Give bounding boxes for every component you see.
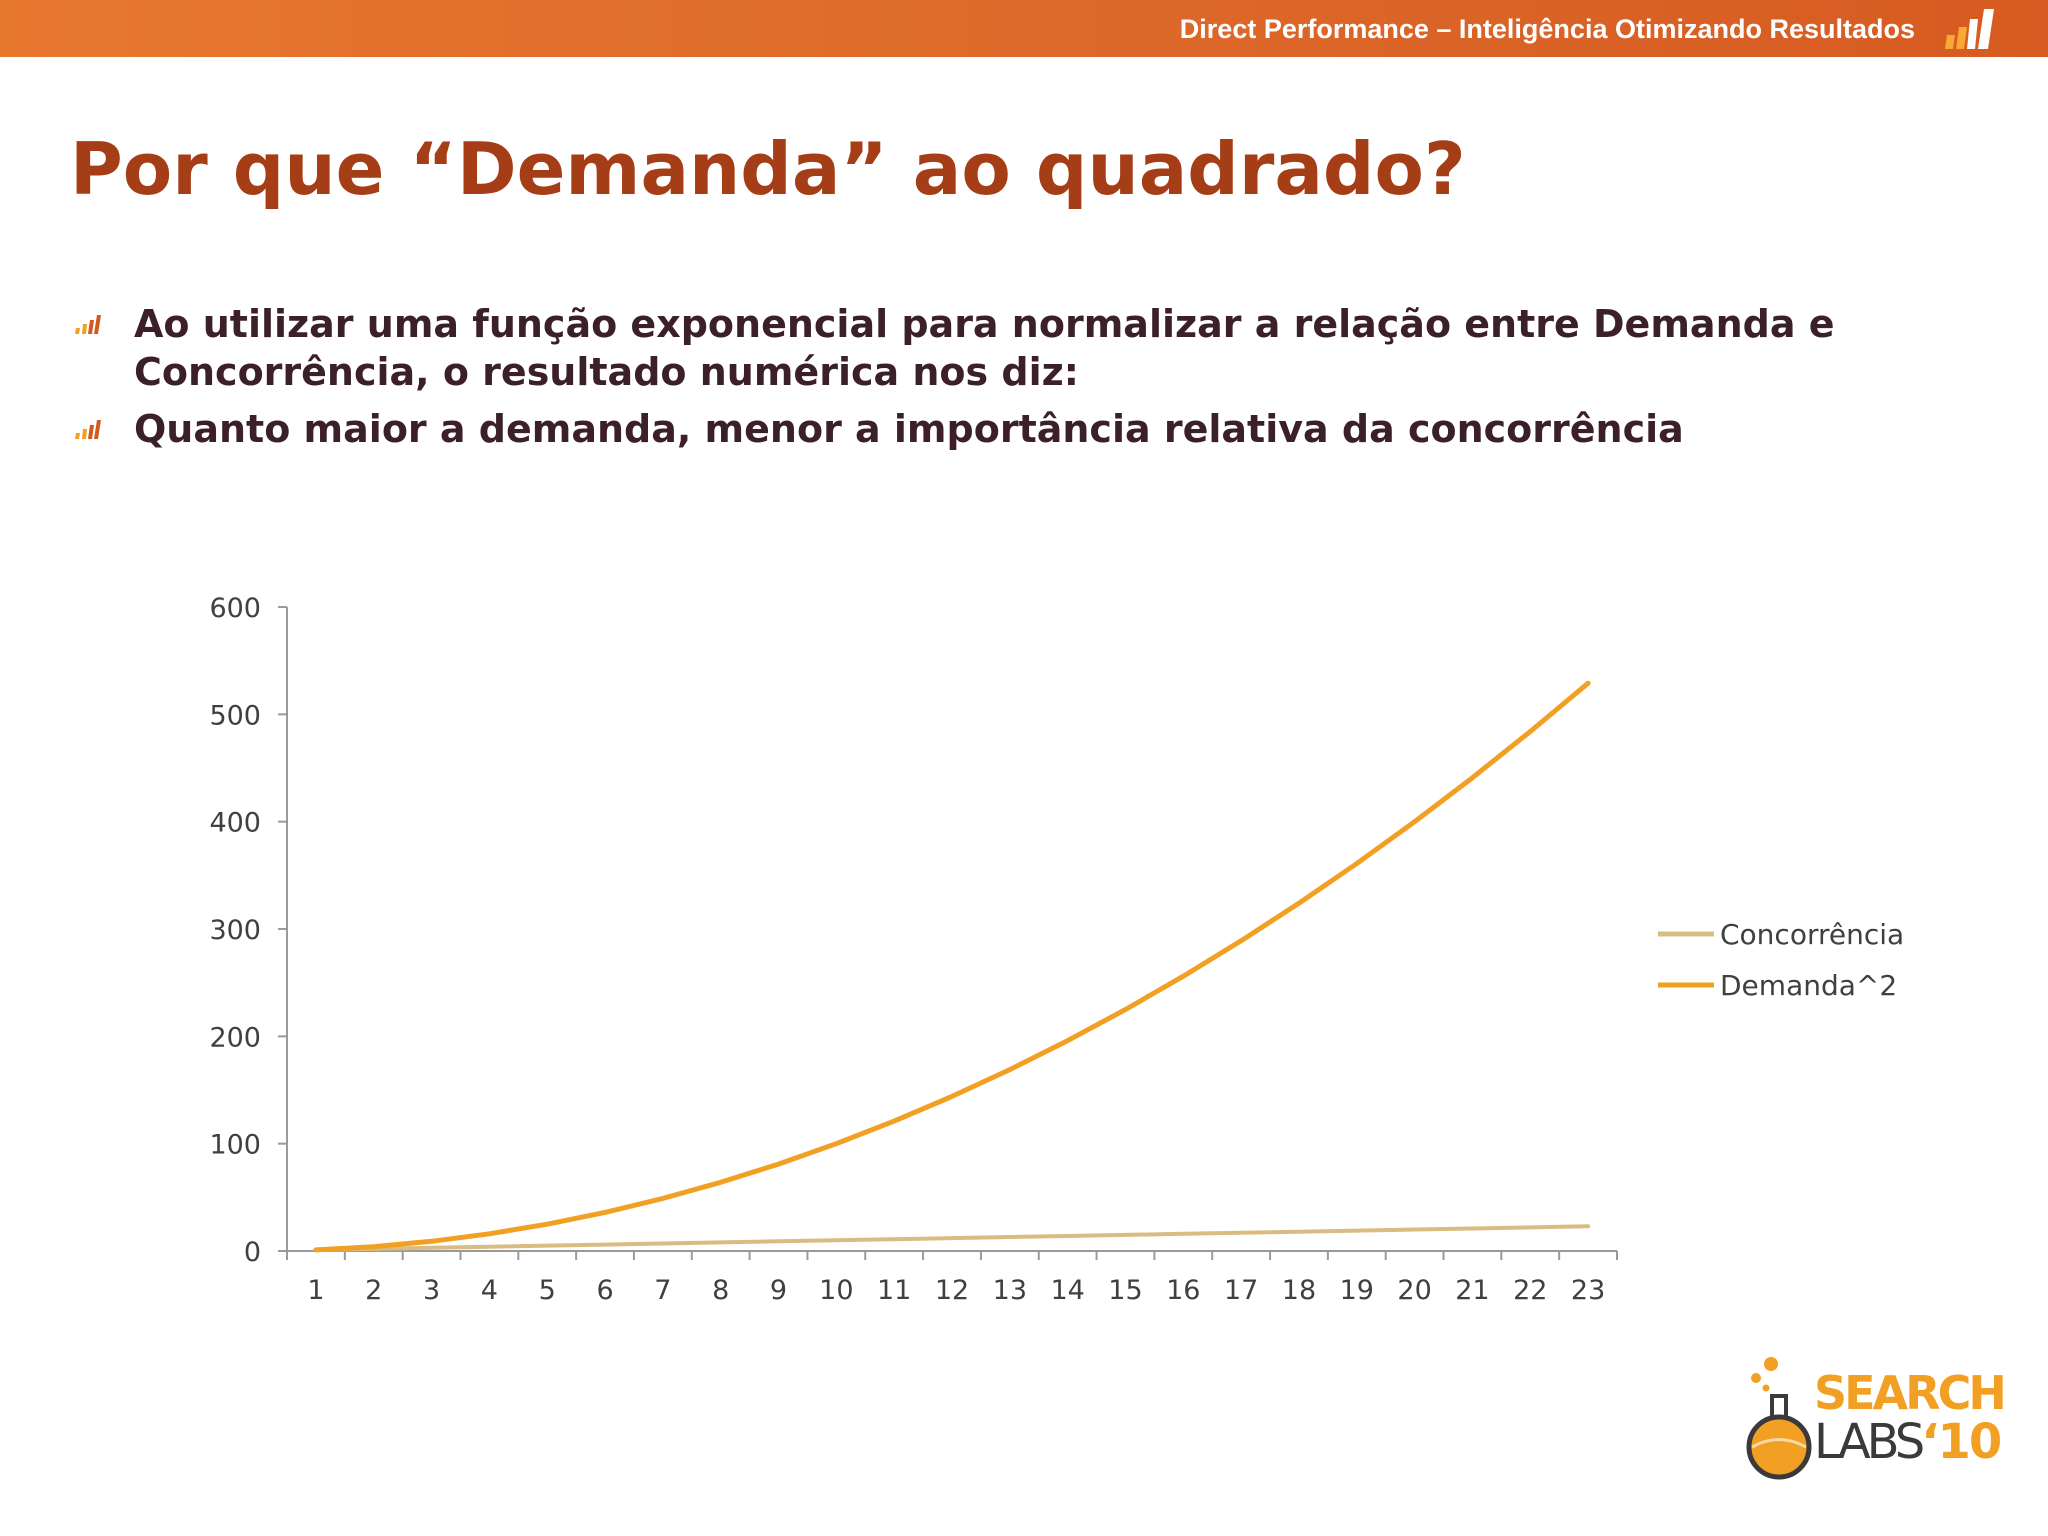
- legend-label: Concorrência: [1720, 918, 1904, 951]
- x-tick-label: 14: [1050, 1275, 1084, 1306]
- series-line-concorrencia: [313, 1224, 1591, 1252]
- y-tick-label: 500: [209, 700, 261, 731]
- x-tick-label: 21: [1455, 1275, 1489, 1306]
- x-tick-label: 8: [712, 1275, 729, 1306]
- ascending-bars-logo-icon: [1945, 9, 1994, 49]
- search-labs-logo: SEARCH LABS‘10: [1742, 1352, 2007, 1482]
- x-tick-label: 18: [1282, 1275, 1316, 1306]
- bullet-text: Ao utilizar uma função exponencial para …: [134, 302, 1835, 394]
- y-tick-label: 600: [209, 593, 261, 624]
- x-tick-label: 5: [539, 1275, 556, 1306]
- wordmark-labs-row: LABS‘10: [1814, 1418, 2002, 1466]
- x-tick-label: 2: [365, 1275, 382, 1306]
- x-tick-label: 6: [596, 1275, 613, 1306]
- bullet-item: Ao utilizar uma função exponencial para …: [74, 300, 1964, 396]
- flask-icon: [1746, 1357, 1812, 1480]
- x-tick-label: 13: [993, 1275, 1027, 1306]
- x-tick-label: 12: [935, 1275, 969, 1306]
- wordmark-labs: LABS: [1814, 1414, 1925, 1470]
- x-tick-label: 1: [307, 1275, 324, 1306]
- x-tick-label: 16: [1166, 1275, 1200, 1306]
- ascending-bars-bullet-icon: [75, 315, 101, 334]
- wordmark-year: ‘10: [1921, 1414, 2002, 1470]
- x-tick-label: 7: [654, 1275, 671, 1306]
- x-tick-label: 17: [1224, 1275, 1258, 1306]
- x-tick-label: 19: [1340, 1275, 1374, 1306]
- y-tick-label: 100: [209, 1130, 261, 1161]
- x-tick-label: 4: [481, 1275, 498, 1306]
- x-tick-label: 11: [877, 1275, 911, 1306]
- bullet-item: Quanto maior a demanda, menor a importân…: [74, 405, 1964, 453]
- header-band: Direct Performance – Inteligência Otimiz…: [0, 0, 2048, 57]
- x-tick-label: 9: [770, 1275, 787, 1306]
- x-tick-label: 3: [423, 1275, 440, 1306]
- header-text: Direct Performance – Inteligência Otimiz…: [1179, 14, 1915, 44]
- x-tick-label: 22: [1513, 1275, 1547, 1306]
- x-tick-label: 23: [1571, 1275, 1605, 1306]
- legend-label: Demanda^2: [1720, 969, 1897, 1002]
- y-tick-label: 200: [209, 1022, 261, 1053]
- search-labs-wordmark: SEARCH LABS‘10: [1814, 1366, 2007, 1466]
- y-tick-label: 0: [244, 1237, 261, 1268]
- wordmark-search: SEARCH: [1814, 1366, 2007, 1420]
- x-tick-label: 20: [1397, 1275, 1431, 1306]
- x-tick-label: 10: [819, 1275, 853, 1306]
- y-tick-label: 300: [209, 915, 261, 946]
- ascending-bars-bullet-icon: [75, 420, 101, 439]
- x-tick-label: 15: [1108, 1275, 1142, 1306]
- slide-title: Por que “Demanda” ao quadrado?: [70, 127, 1466, 211]
- series-line-demanda: [313, 680, 1591, 1253]
- bullet-text: Quanto maior a demanda, menor a importân…: [134, 407, 1684, 451]
- y-tick-label: 400: [209, 808, 261, 839]
